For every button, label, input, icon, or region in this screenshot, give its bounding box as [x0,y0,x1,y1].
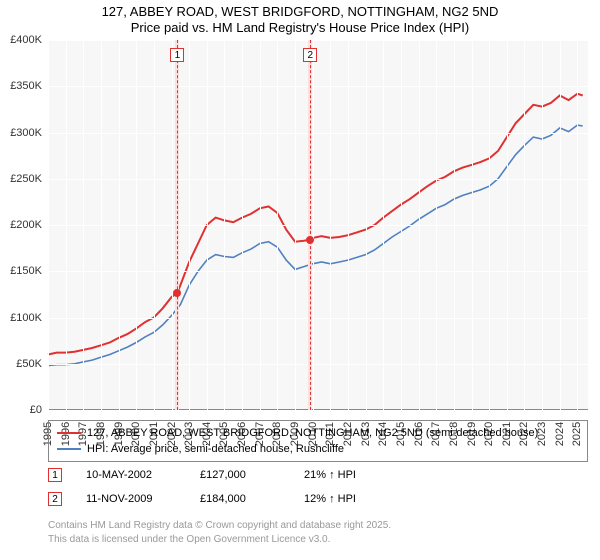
gridline-vertical [260,40,261,410]
gridline-vertical [136,40,137,410]
gridline-vertical [507,40,508,410]
legend-swatch [57,432,81,434]
gridline-vertical [48,40,49,410]
legend-item: 127, ABBEY ROAD, WEST BRIDGFORD, NOTTING… [57,425,579,441]
legend-swatch [57,448,81,450]
sale-date: 11-NOV-2009 [86,493,176,505]
title-line-2: Price paid vs. HM Land Registry's House … [10,20,590,35]
gridline-vertical [366,40,367,410]
sale-price: £184,000 [200,493,280,505]
sale-row: 1 10-MAY-2002 £127,000 21% ↑ HPI [48,468,588,482]
gridline-vertical [277,40,278,410]
gridline-vertical [83,40,84,410]
gridline-vertical [472,40,473,410]
footer-licence: This data is licensed under the Open Gov… [48,534,330,545]
sale-price: £127,000 [200,469,280,481]
gridline-vertical [524,40,525,410]
sale-marker-number-box: 1 [170,48,184,62]
gridline-vertical [66,40,67,410]
sale-marker-number-box: 2 [303,48,317,62]
legend: 127, ABBEY ROAD, WEST BRIDGFORD, NOTTING… [48,420,588,462]
gridline-vertical [330,40,331,410]
y-axis-label: £0 [0,404,42,416]
legend-item: HPI: Average price, semi-detached house,… [57,441,579,457]
gridline-vertical [101,40,102,410]
sale-marker-line [310,40,311,410]
y-axis-label: £200K [0,219,42,231]
gridline-vertical [207,40,208,410]
legend-label: 127, ABBEY ROAD, WEST BRIDGFORD, NOTTING… [87,427,538,439]
y-axis-label: £150K [0,265,42,277]
y-axis-label: £250K [0,173,42,185]
gridline-vertical [489,40,490,410]
gridline-vertical [242,40,243,410]
gridline-vertical [224,40,225,410]
gridline-vertical [419,40,420,410]
gridline-vertical [542,40,543,410]
gridline-vertical [119,40,120,410]
sale-hpi-delta: 12% ↑ HPI [304,493,356,505]
gridline-horizontal [48,410,588,411]
y-axis-label: £100K [0,312,42,324]
sale-point-marker [306,236,314,244]
sale-marker-number: 1 [48,468,62,482]
series-hpi [48,125,583,366]
y-axis-label: £400K [0,34,42,46]
y-axis-label: £300K [0,127,42,139]
gridline-vertical [154,40,155,410]
sale-date: 10-MAY-2002 [86,469,176,481]
sale-marker-line [177,40,178,410]
sale-marker-number: 2 [48,492,62,506]
gridline-vertical [189,40,190,410]
sale-row: 2 11-NOV-2009 £184,000 12% ↑ HPI [48,492,588,506]
gridline-vertical [560,40,561,410]
chart: £0£50K£100K£150K£200K£250K£300K£350K£400… [48,40,588,410]
gridline-vertical [454,40,455,410]
gridline-vertical [313,40,314,410]
y-axis-label: £350K [0,80,42,92]
legend-label: HPI: Average price, semi-detached house,… [87,443,344,455]
sale-hpi-delta: 21% ↑ HPI [304,469,356,481]
gridline-vertical [577,40,578,410]
gridline-vertical [172,40,173,410]
gridline-vertical [348,40,349,410]
y-axis-label: £50K [0,358,42,370]
gridline-vertical [436,40,437,410]
title-line-1: 127, ABBEY ROAD, WEST BRIDGFORD, NOTTING… [10,4,590,19]
footer-copyright: Contains HM Land Registry data © Crown c… [48,520,391,531]
gridline-vertical [295,40,296,410]
gridline-vertical [383,40,384,410]
sale-point-marker [173,289,181,297]
gridline-vertical [401,40,402,410]
